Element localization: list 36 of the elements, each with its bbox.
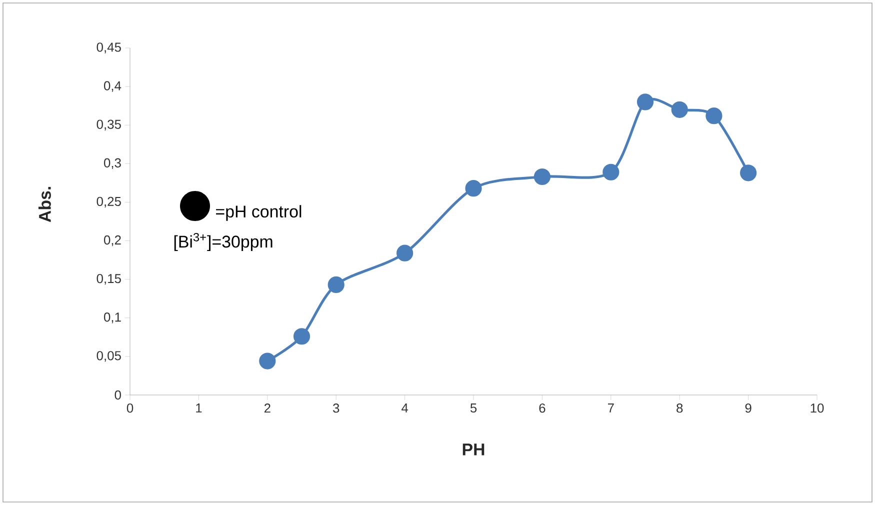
y-tick-label: 0,2 (104, 235, 121, 246)
x-tick-label: 2 (264, 404, 270, 413)
point (534, 168, 551, 186)
x-tick-label: 3 (333, 404, 340, 413)
x-tick-label: 6 (539, 404, 546, 413)
y-tick-label: 0,1 (104, 312, 121, 324)
point (328, 276, 344, 294)
x-tick-label: 1 (196, 404, 202, 412)
point (259, 352, 276, 370)
y-tick-label: 0,25 (96, 196, 121, 208)
y-tick-label: 0,45 (96, 42, 121, 54)
x-axis-title: PH (462, 444, 484, 456)
y-axis-title: Abs. (38, 186, 51, 222)
y-tick-label: 0 (114, 390, 121, 400)
x-tick-label: 8 (676, 404, 683, 413)
x-tick-label: 4 (402, 404, 408, 412)
point (396, 244, 414, 262)
point (293, 328, 310, 345)
point (636, 94, 654, 110)
point (602, 164, 620, 180)
y-tick-label: 0,4 (104, 81, 122, 92)
x-tick-label: 5 (470, 404, 477, 413)
point (740, 164, 757, 182)
x-tick-label: 7 (608, 404, 614, 412)
point (465, 180, 482, 197)
y-tick-label: 0,05 (96, 351, 121, 362)
point (706, 108, 722, 124)
point (671, 101, 688, 118)
y-tick-label: 0,3 (104, 158, 121, 169)
x-tick-label: 9 (745, 404, 752, 413)
x-tick-label: 10 (810, 404, 824, 413)
x-tick-label: 0 (126, 404, 134, 413)
annotation: [Bi$^{3+}$]=30ppm (174, 232, 272, 252)
annotation: =pH control (216, 205, 302, 221)
y-tick-label: 0,15 (96, 274, 121, 285)
y-tick-label: 0,35 (96, 120, 121, 130)
